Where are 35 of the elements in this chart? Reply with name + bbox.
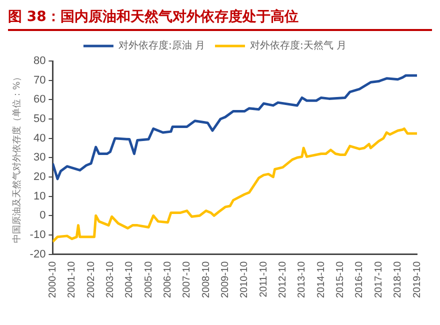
x-tick-label: 2002-10 [86,260,97,298]
x-tick-label: 2000-10 [47,260,58,298]
x-tick-label: 2008-10 [200,260,212,298]
legend-label: 对外依存度:原油 月 [118,40,206,52]
y-tick-label: 80 [33,55,46,68]
x-tick-label: 2018-10 [392,260,404,298]
x-tick-label: 2012-10 [278,260,289,298]
x-tick-label: 2015-10 [335,260,346,298]
y-tick-label: 20 [33,171,46,184]
y-tick-label: 50 [33,113,46,126]
x-tick-label: 2006-10 [162,260,174,298]
x-tick-label: 2009-10 [220,260,232,298]
y-tick-label: -20 [30,248,46,260]
x-tick-label: 2013-10 [296,260,308,298]
x-tick-label: 2003-10 [104,260,116,298]
y-tick-label: 10 [33,190,46,202]
x-tick-label: 2001-10 [66,260,78,298]
legend-label: 对外依存度:天然气 月 [250,40,347,52]
y-tick-label: 30 [33,152,46,164]
x-tick-label: 2005-10 [143,260,154,298]
x-tick-label: 2007-10 [182,260,193,298]
x-tick-label: 2010-10 [239,260,250,298]
y-tick-label: 60 [33,94,46,106]
y-tick-label: 0 [40,210,46,222]
x-tick-label: 2019-10 [412,260,423,298]
y-tick-label: 40 [33,132,46,144]
x-tick-label: 2011-10 [258,260,270,298]
y-tick-label: -10 [30,229,46,241]
y-tick-label: 70 [33,74,46,86]
x-tick-label: 2016-10 [354,260,366,298]
x-tick-label: 2014-10 [316,260,327,298]
y-axis-title: 中国原油及天然气对外依存度（单位：%） [12,72,23,243]
x-tick-label: 2017-10 [373,260,384,298]
chart-title: 图 38：国内原油和天然气对外依存度处于高位 [8,8,432,31]
x-tick-label: 2004-10 [124,260,136,298]
